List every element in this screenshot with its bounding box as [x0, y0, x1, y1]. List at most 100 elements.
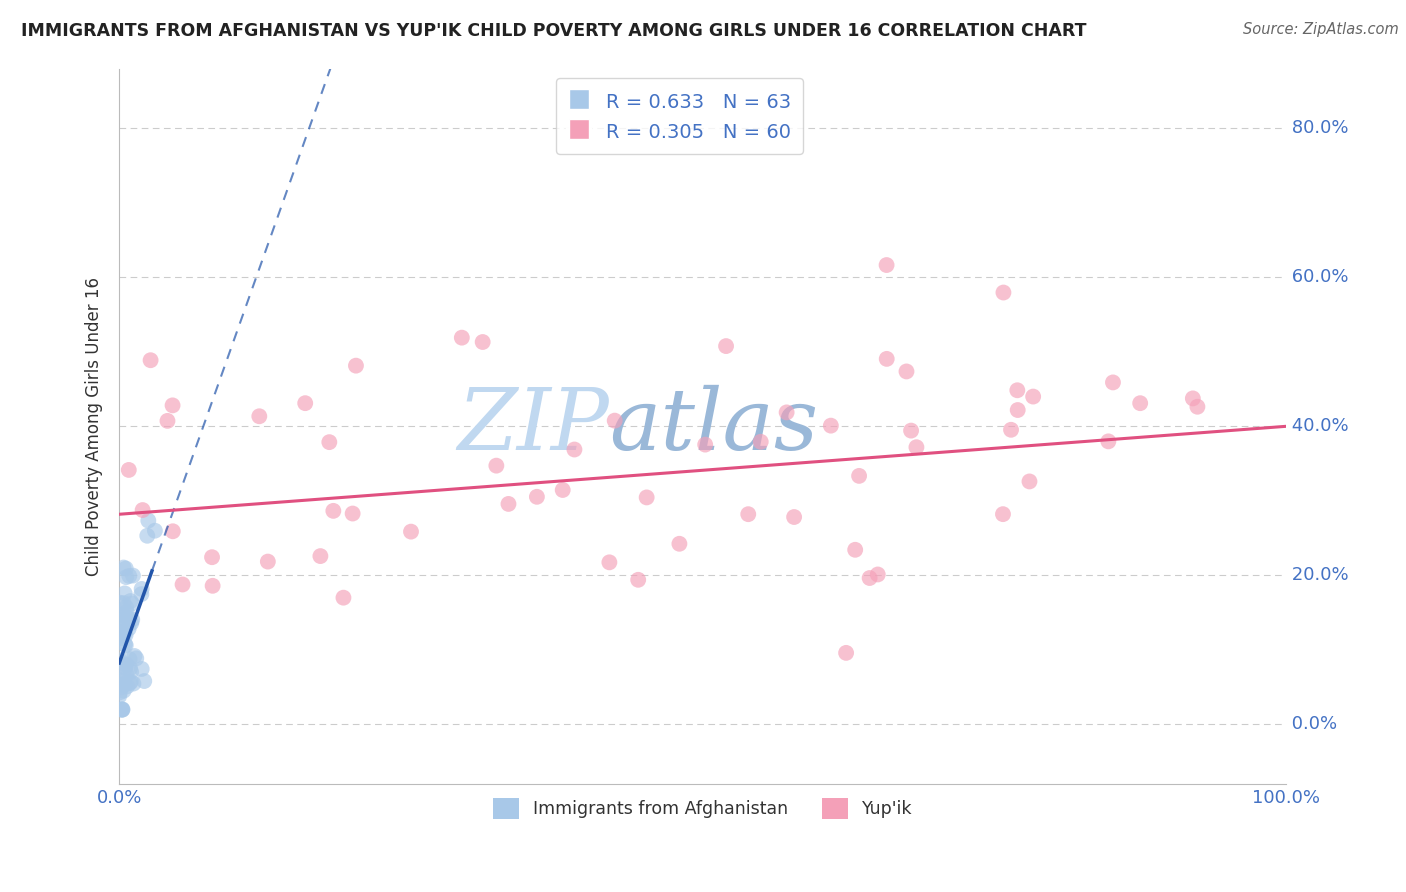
Point [201, 579, 224, 593]
Point [112, 621, 135, 635]
Point [322, 504, 344, 518]
Point [172, 577, 194, 591]
Text: 40.0%: 40.0% [1286, 417, 1348, 435]
Point [112, 596, 135, 610]
Point [114, 618, 136, 632]
Point [749, 434, 772, 449]
Point [991, 507, 1014, 521]
Point [485, 458, 508, 473]
Text: Source: ZipAtlas.com: Source: ZipAtlas.com [1243, 22, 1399, 37]
Point [121, 597, 143, 611]
Point [905, 440, 928, 454]
Point [136, 514, 159, 528]
Point [143, 524, 166, 538]
Point [108, 596, 131, 610]
Point [139, 353, 162, 368]
Point [471, 334, 494, 349]
Point [1129, 396, 1152, 410]
Point [131, 503, 153, 517]
Point [603, 414, 626, 428]
Point [115, 570, 138, 584]
Point [118, 569, 141, 583]
Point [498, 497, 520, 511]
Point [111, 702, 134, 716]
Point [332, 591, 354, 605]
Point [117, 611, 139, 625]
Point [112, 629, 135, 643]
Point [110, 625, 132, 640]
Point [114, 661, 136, 675]
Point [294, 396, 316, 410]
Point [121, 613, 143, 627]
Point [120, 594, 142, 608]
Point [110, 680, 132, 694]
Point [156, 414, 179, 428]
Point [115, 657, 138, 672]
Text: 0.0%: 0.0% [1286, 715, 1337, 733]
Text: 80.0%: 80.0% [1286, 120, 1348, 137]
Point [114, 608, 136, 623]
Point [783, 510, 806, 524]
Point [1022, 390, 1045, 404]
Point [120, 616, 142, 631]
Point [120, 665, 142, 679]
Point [636, 491, 658, 505]
Point [1181, 392, 1204, 406]
Point [114, 638, 136, 652]
Point [247, 409, 270, 424]
Point [835, 646, 858, 660]
Point [118, 675, 141, 690]
Point [112, 658, 135, 673]
Point [110, 631, 132, 645]
Point [108, 685, 131, 699]
Text: atlas: atlas [609, 385, 818, 467]
Point [900, 424, 922, 438]
Point [1102, 376, 1125, 390]
Point [108, 626, 131, 640]
Point [108, 673, 131, 687]
Point [111, 607, 134, 622]
Point [318, 435, 340, 450]
Point [257, 555, 280, 569]
Point [896, 364, 918, 378]
Point [108, 689, 131, 703]
Point [118, 463, 141, 477]
Point [775, 405, 797, 419]
Point [110, 702, 132, 716]
Point [124, 648, 146, 663]
Point [114, 625, 136, 640]
Point [668, 537, 690, 551]
Point [125, 651, 148, 665]
Point [1018, 475, 1040, 489]
Point [162, 398, 184, 412]
Point [131, 587, 153, 601]
Point [201, 550, 224, 565]
Text: 60.0%: 60.0% [1286, 268, 1348, 286]
Point [120, 674, 142, 689]
Point [108, 653, 131, 667]
Point [134, 673, 156, 688]
Point [162, 524, 184, 539]
Point [112, 678, 135, 692]
Point [112, 560, 135, 574]
Point [848, 469, 870, 483]
Point [112, 677, 135, 691]
Point [136, 529, 159, 543]
Point [114, 637, 136, 651]
Point [695, 437, 717, 451]
Point [122, 568, 145, 582]
Text: IMMIGRANTS FROM AFGHANISTAN VS YUP'IK CHILD POVERTY AMONG GIRLS UNDER 16 CORRELA: IMMIGRANTS FROM AFGHANISTAN VS YUP'IK CH… [21, 22, 1087, 40]
Point [114, 586, 136, 600]
Point [131, 662, 153, 676]
Point [111, 702, 134, 716]
Point [820, 418, 842, 433]
Point [108, 673, 131, 688]
Point [111, 624, 134, 639]
Point [551, 483, 574, 497]
Legend: Immigrants from Afghanistan, Yup'ik: Immigrants from Afghanistan, Yup'ik [485, 791, 920, 825]
Point [399, 524, 422, 539]
Point [115, 605, 138, 619]
Point [118, 661, 141, 675]
Point [115, 600, 138, 615]
Point [866, 567, 889, 582]
